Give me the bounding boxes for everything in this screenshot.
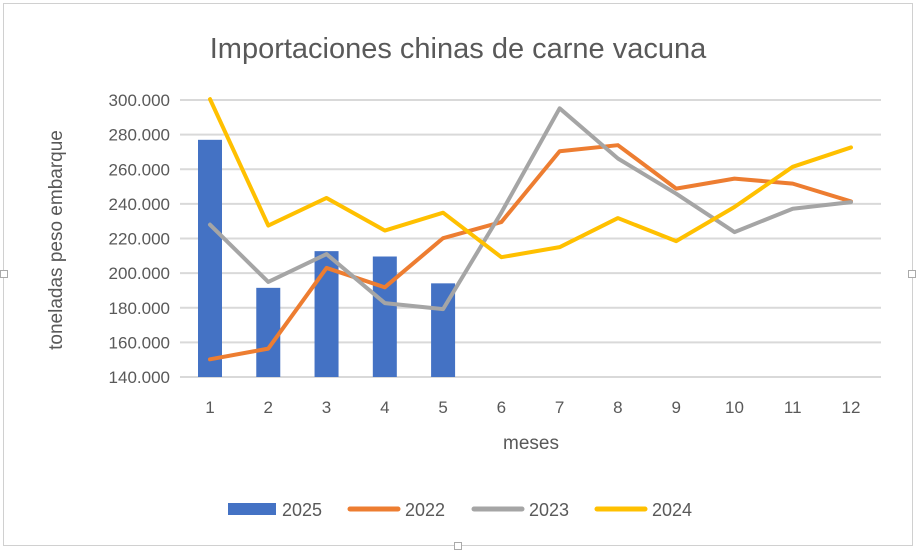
- x-tick-label: 3: [322, 398, 331, 417]
- y-axis-title: toneladas peso embarque: [46, 130, 67, 350]
- x-tick-label: 5: [438, 398, 447, 417]
- line-series-2023: [208, 106, 853, 312]
- legend-label: 2024: [652, 500, 692, 520]
- resize-handle-left[interactable]: [0, 270, 8, 278]
- y-tick-label: 300.000: [109, 91, 170, 110]
- bar-2025: [256, 287, 281, 377]
- resize-handle-right[interactable]: [908, 270, 916, 278]
- y-tick-label: 180.000: [109, 299, 170, 318]
- line-series-2022: [208, 143, 853, 362]
- line-series-2024: [208, 97, 853, 260]
- y-tick-label: 260.000: [109, 160, 170, 179]
- x-tick-label: 12: [842, 398, 861, 417]
- chart-title: Importaciones chinas de carne vacuna: [210, 33, 707, 65]
- legend-label: 2022: [405, 500, 445, 520]
- x-axis-title: meses: [503, 433, 559, 454]
- x-tick-label: 6: [497, 398, 506, 417]
- x-tick-label: 9: [671, 398, 680, 417]
- bar-2025: [372, 256, 397, 377]
- y-tick-label: 200.000: [109, 264, 170, 283]
- x-tick-label: 4: [380, 398, 389, 417]
- y-tick-label: 160.000: [109, 333, 170, 352]
- x-tick-label: 1: [205, 398, 214, 417]
- legend-label: 2023: [529, 500, 569, 520]
- y-tick-label: 220.000: [109, 230, 170, 249]
- y-tick-label: 280.000: [109, 126, 170, 145]
- legend-label: 2025: [282, 500, 322, 520]
- legend-item-2024: 2024: [594, 500, 692, 520]
- legend-item-2025: 2025: [228, 500, 322, 520]
- x-tick-label: 7: [555, 398, 564, 417]
- x-tick-label: 10: [725, 398, 744, 417]
- legend-item-2022: 2022: [347, 500, 445, 520]
- x-tick-label: 2: [264, 398, 273, 417]
- x-tick-label: 11: [784, 398, 802, 417]
- y-tick-label: 140.000: [109, 368, 170, 387]
- legend-item-2023: 2023: [471, 500, 569, 520]
- legend-swatch: [228, 503, 276, 515]
- x-tick-label: 8: [613, 398, 622, 417]
- y-tick-label: 240.000: [109, 195, 170, 214]
- resize-handle-bottom[interactable]: [454, 542, 462, 550]
- bar-2025: [198, 139, 222, 377]
